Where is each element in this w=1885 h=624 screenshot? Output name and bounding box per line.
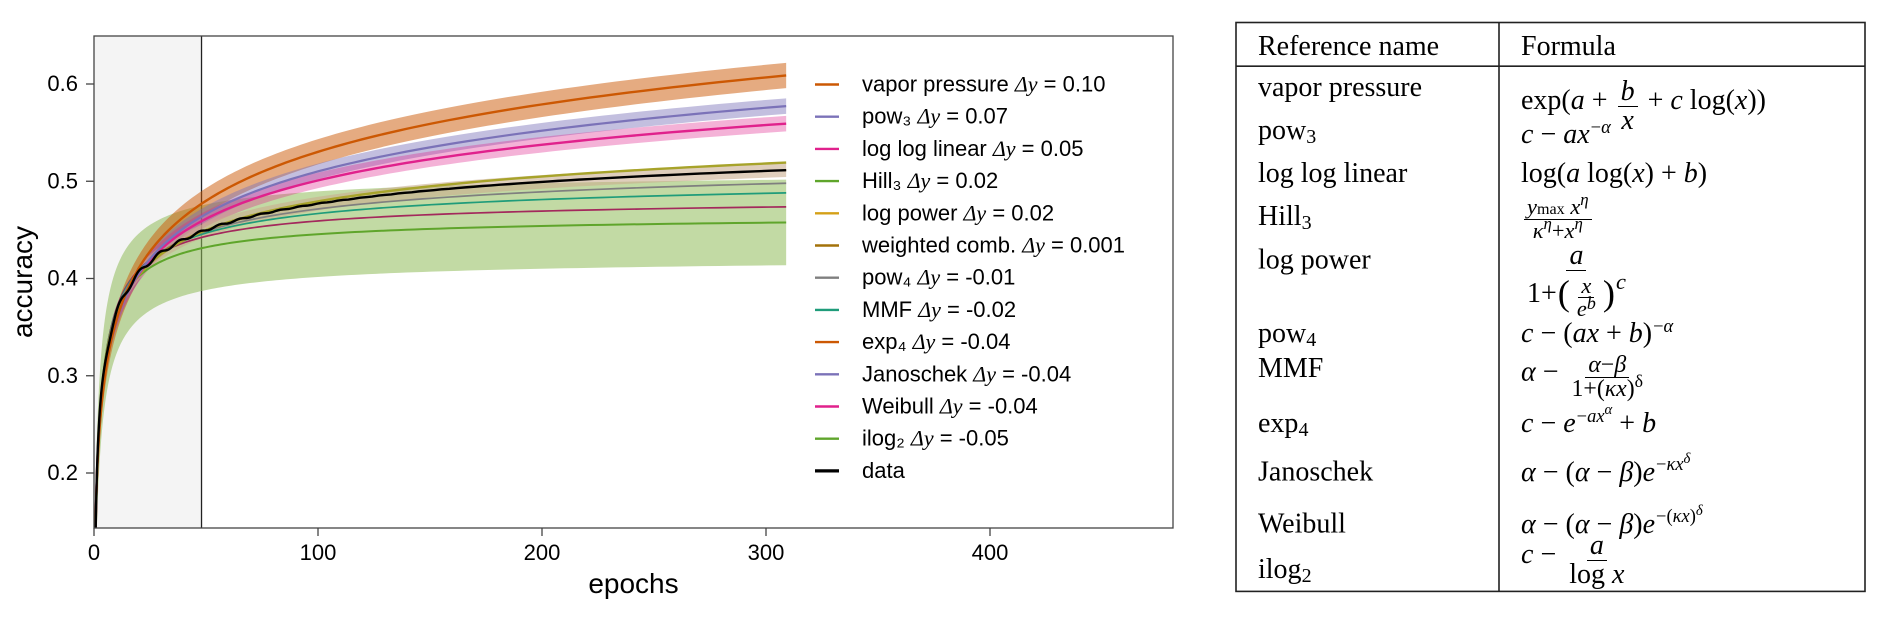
svg-text:Hill₃ Δy = 0.02: Hill₃ Δy = 0.02 <box>862 168 998 193</box>
svg-text:200: 200 <box>524 540 561 565</box>
svg-text:pow₃ Δy = 0.07: pow₃ Δy = 0.07 <box>862 104 1008 129</box>
svg-text:log power Δy = 0.02: log power Δy = 0.02 <box>862 200 1054 225</box>
svg-text:pow4: pow4 <box>1258 318 1316 351</box>
svg-text:0.2: 0.2 <box>47 460 78 485</box>
svg-text:epochs: epochs <box>588 568 678 599</box>
svg-text:exp₄ Δy = -0.04: exp₄ Δy = -0.04 <box>862 329 1010 354</box>
svg-text:0.4: 0.4 <box>47 266 78 291</box>
svg-text:Janoschek: Janoschek <box>1258 457 1373 488</box>
svg-text:0: 0 <box>88 540 100 565</box>
svg-text:vapor pressure: vapor pressure <box>1258 72 1422 103</box>
svg-text:Janoschek Δy = -0.04: Janoschek Δy = -0.04 <box>862 361 1071 386</box>
svg-text:pow₄ Δy = -0.01: pow₄ Δy = -0.01 <box>862 265 1015 290</box>
svg-text:Weibull Δy = -0.04: Weibull Δy = -0.04 <box>862 394 1038 419</box>
svg-text:data: data <box>862 458 906 483</box>
svg-text:exp4: exp4 <box>1258 408 1308 441</box>
svg-text:100: 100 <box>300 540 337 565</box>
svg-text:ilog2: ilog2 <box>1258 554 1312 587</box>
svg-text:Weibull: Weibull <box>1258 509 1346 540</box>
svg-text:log log linear: log log linear <box>1258 158 1408 189</box>
svg-text:log power: log power <box>1258 245 1371 276</box>
svg-text:Formula: Formula <box>1521 31 1616 62</box>
svg-text:MMF Δy = -0.02: MMF Δy = -0.02 <box>862 297 1016 322</box>
svg-text:400: 400 <box>972 540 1009 565</box>
svg-text:MMF: MMF <box>1258 353 1323 384</box>
svg-text:0.6: 0.6 <box>47 71 78 96</box>
svg-text:vapor pressure Δy = 0.10: vapor pressure Δy = 0.10 <box>862 72 1105 97</box>
svg-text:ilog₂ Δy = -0.05: ilog₂ Δy = -0.05 <box>862 426 1009 451</box>
svg-text:Hill3: Hill3 <box>1258 201 1312 234</box>
svg-text:300: 300 <box>748 540 785 565</box>
svg-text:log log linear Δy = 0.05: log log linear Δy = 0.05 <box>862 136 1083 161</box>
svg-text:weighted comb. Δy = 0.001: weighted comb. Δy = 0.001 <box>861 233 1125 258</box>
svg-text:Reference name: Reference name <box>1258 31 1439 62</box>
svg-text:0.3: 0.3 <box>47 363 78 388</box>
svg-text:accuracy: accuracy <box>7 226 38 338</box>
svg-text:pow3: pow3 <box>1258 115 1316 148</box>
svg-text:0.5: 0.5 <box>47 168 78 193</box>
